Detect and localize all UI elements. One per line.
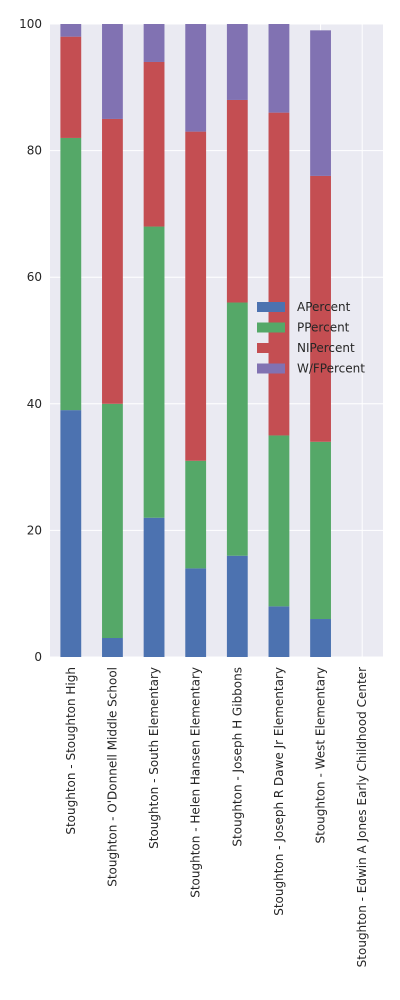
- bar-segment-nipercent-1: [102, 118, 123, 404]
- y-tick-label: 0: [34, 650, 42, 664]
- bar-segment-nipercent-2: [143, 61, 165, 227]
- bar-segment-w-fpercent-2: [143, 24, 165, 62]
- y-tick-label: 80: [27, 144, 42, 158]
- bar-segment-nipercent-0: [60, 36, 82, 138]
- y-tick-label: 60: [27, 270, 42, 284]
- bar-segment-ppercent-4: [226, 302, 248, 556]
- bar-segment-w-fpercent-3: [185, 24, 207, 132]
- bar-segment-apercent-4: [226, 555, 248, 657]
- legend-label: NIPercent: [297, 341, 355, 355]
- legend-label: PPercent: [297, 321, 350, 335]
- bar-segment-ppercent-0: [60, 137, 82, 411]
- legend-swatch: [257, 363, 285, 374]
- bar-segment-w-fpercent-1: [102, 24, 123, 119]
- bar-segment-ppercent-1: [102, 403, 123, 639]
- x-tick-label: Stoughton - Joseph H Gibbons: [230, 667, 244, 847]
- x-tick-label: Stoughton - Edwin A Jones Early Childhoo…: [355, 667, 369, 967]
- bar-segment-apercent-1: [102, 638, 123, 657]
- y-tick-label: 100: [19, 17, 42, 31]
- x-tick-label: Stoughton - Joseph R Dawe Jr Elementary: [272, 667, 286, 916]
- x-tick-label: Stoughton - O'Donnell Middle School: [105, 667, 119, 887]
- legend-label: APercent: [297, 300, 351, 314]
- bar-segment-w-fpercent-4: [226, 24, 248, 100]
- bar-segment-nipercent-6: [310, 175, 331, 442]
- legend: APercent PPercent NIPercent W/FPercent: [257, 300, 365, 376]
- y-tick-label: 40: [27, 397, 42, 411]
- bar-segment-w-fpercent-0: [60, 24, 82, 37]
- bar-segment-w-fpercent-5: [268, 24, 290, 113]
- legend-swatch: [257, 343, 285, 353]
- bar-segment-nipercent-3: [185, 131, 207, 461]
- bar-segment-nipercent-4: [226, 99, 248, 303]
- bar-segment-w-fpercent-6: [310, 30, 331, 176]
- x-tick-label: Stoughton - Helen Hansen Elementary: [189, 667, 203, 898]
- bar-segment-apercent-0: [60, 410, 82, 657]
- legend-swatch: [257, 322, 285, 333]
- bar-segment-ppercent-2: [143, 226, 165, 518]
- legend-label: W/FPercent: [297, 362, 365, 376]
- bar-segment-apercent-6: [310, 619, 331, 657]
- y-tick-label: 20: [27, 523, 42, 537]
- x-tick-label: Stoughton - West Elementary: [314, 667, 328, 844]
- bar-segment-ppercent-6: [310, 441, 331, 620]
- bar-segment-ppercent-5: [268, 435, 290, 607]
- x-axis-ticks: Stoughton - Stoughton High Stoughton - O'…: [64, 667, 369, 967]
- bar-segment-apercent-3: [185, 568, 207, 657]
- bar-segment-nipercent-5: [268, 112, 290, 436]
- legend-swatch: [257, 302, 285, 312]
- bar-segment-apercent-2: [143, 517, 165, 657]
- bars: [60, 24, 331, 657]
- bar-segment-ppercent-3: [185, 460, 207, 569]
- x-tick-label: Stoughton - Stoughton High: [64, 667, 78, 835]
- bar-segment-apercent-5: [268, 606, 290, 657]
- x-tick-label: Stoughton - South Elementary: [147, 667, 161, 849]
- y-axis-ticks: 0 20 40 60 80 100: [19, 17, 42, 664]
